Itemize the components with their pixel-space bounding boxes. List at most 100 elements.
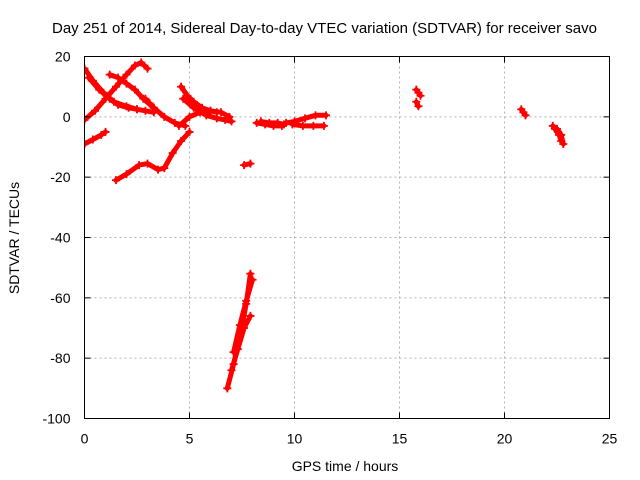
series-track-05	[141, 94, 158, 112]
data-point	[143, 159, 152, 168]
series-trace	[231, 277, 255, 355]
x-tick-label: 20	[497, 431, 513, 447]
data-point	[202, 111, 211, 120]
data-point	[319, 121, 328, 130]
data-point	[160, 112, 169, 121]
data-point	[179, 94, 188, 103]
data-point	[212, 114, 221, 123]
y-tick-labels: -100 -80 -60 -40 -20 0 20	[42, 49, 70, 427]
data-point	[130, 61, 139, 70]
data-point	[227, 366, 236, 375]
x-tick-label: 10	[287, 431, 303, 447]
data-point	[288, 120, 297, 129]
data-point	[112, 82, 120, 91]
data-point	[416, 91, 425, 100]
data-point	[311, 111, 320, 120]
series-track-11	[240, 159, 255, 170]
series-track-20	[412, 97, 423, 111]
data-point	[143, 64, 152, 73]
data-point	[189, 103, 198, 112]
data-point	[149, 103, 158, 112]
data-point	[206, 106, 215, 115]
data-point	[101, 94, 110, 103]
data-point	[170, 118, 179, 127]
data-point	[88, 135, 97, 144]
x-tick-label: 5	[186, 431, 194, 447]
data-point	[177, 82, 186, 91]
series-trace	[289, 121, 327, 129]
data-point	[135, 161, 144, 170]
data-point	[105, 70, 114, 79]
y-tick-label: -100	[42, 411, 70, 427]
x-axis-label: GPS time / hours	[292, 458, 399, 474]
series-track-02	[84, 73, 158, 117]
data-point	[298, 121, 307, 130]
data-point	[114, 100, 123, 109]
x-tick-labels: 0 5 10 15 20 25	[81, 431, 618, 447]
data-point	[282, 118, 291, 127]
x-tick-label: 15	[392, 431, 408, 447]
data-point	[246, 311, 255, 320]
y-axis-label: SDTVAR / TECUs	[6, 182, 22, 294]
data-point	[122, 70, 131, 79]
x-tick-label: 25	[602, 431, 618, 447]
series-track-18	[288, 120, 328, 130]
series-track-03	[84, 58, 152, 124]
data-point	[246, 269, 255, 278]
x-tick-label: 0	[81, 431, 89, 447]
data-point	[229, 348, 238, 357]
data-point	[242, 296, 251, 305]
data-point	[101, 127, 110, 136]
chart-title: Day 251 of 2014, Sidereal Day-to-day VTE…	[52, 20, 597, 37]
series-track-23	[550, 124, 566, 145]
y-tick-label: -40	[50, 230, 70, 246]
data-point	[130, 85, 139, 94]
data-point	[91, 106, 99, 115]
data-point	[160, 164, 169, 173]
axis-ticks	[84, 56, 610, 419]
y-tick-label: -60	[50, 290, 70, 306]
data-point	[168, 149, 177, 158]
data-point	[223, 384, 232, 393]
series-track-14	[229, 275, 257, 357]
data-point	[309, 121, 318, 130]
data-point	[84, 115, 89, 124]
data-point	[133, 105, 141, 114]
data-point	[124, 103, 133, 112]
data-point	[217, 108, 225, 117]
series-track-06	[84, 127, 110, 148]
data-point	[185, 112, 194, 121]
data-point	[227, 117, 236, 126]
series-track-10	[179, 94, 236, 126]
y-tick-label: 20	[55, 49, 71, 65]
data-point	[273, 118, 282, 127]
data-point	[183, 91, 192, 100]
data-point	[185, 127, 194, 136]
series-track-19	[412, 85, 425, 100]
data-point	[248, 275, 257, 284]
data-point	[84, 139, 89, 148]
data-point	[141, 94, 150, 103]
data-point	[122, 79, 131, 88]
data-point	[95, 85, 104, 94]
data-point	[145, 99, 154, 108]
data-point	[240, 161, 249, 170]
data-point	[235, 320, 244, 329]
grid	[84, 56, 610, 419]
data-point	[84, 73, 93, 82]
data-point	[265, 118, 274, 127]
data-point	[137, 58, 146, 67]
series-track-07	[112, 127, 194, 185]
data-point	[221, 115, 230, 124]
y-tick-label: 0	[63, 109, 71, 125]
data-point	[246, 159, 255, 168]
data-point	[414, 102, 423, 111]
data-point	[177, 136, 186, 145]
data-point	[322, 111, 330, 120]
data-point	[256, 117, 265, 126]
data-point	[141, 106, 150, 115]
series-trace	[229, 313, 253, 373]
y-tick-label: -80	[50, 350, 70, 366]
data-point	[557, 136, 566, 145]
